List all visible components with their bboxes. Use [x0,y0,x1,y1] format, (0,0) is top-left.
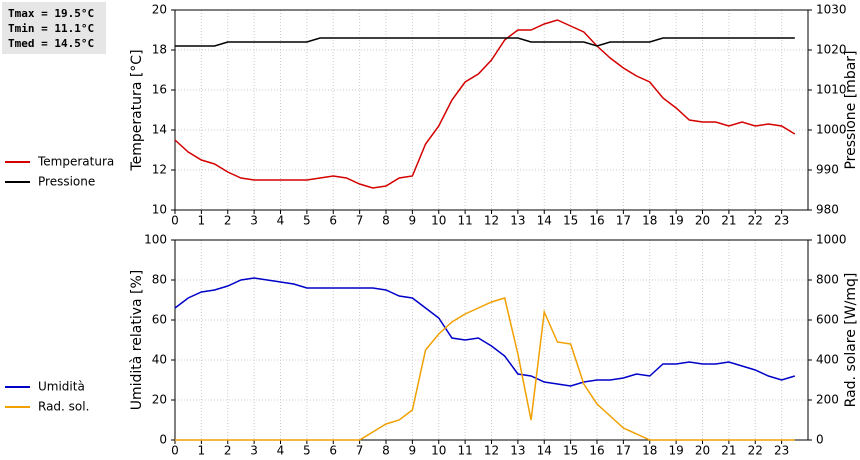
x-tick-label: 7 [356,214,364,228]
y-tick-label: 20 [152,393,167,407]
x-tick-label: 19 [668,214,683,228]
y-tick-label: 16 [152,83,167,97]
summary-box [2,2,106,54]
y2-tick-label: 980 [816,203,839,217]
x-tick-label: 16 [589,214,604,228]
y-axis-label: Temperatura [°C] [129,49,145,171]
x-tick-label: 8 [382,214,390,228]
x-tick-label: 1 [198,444,206,458]
y2-tick-label: 990 [816,163,839,177]
x-tick-label: 20 [695,214,710,228]
summary-line: Tmed = 14.5°C [8,37,94,50]
x-tick-label: 16 [589,444,604,458]
x-tick-label: 9 [409,214,417,228]
y-tick-label: 100 [144,233,167,247]
x-tick-label: 15 [563,444,578,458]
series-line [175,297,795,441]
y2-tick-label: 600 [816,313,839,327]
x-tick-label: 23 [774,214,789,228]
x-tick-label: 12 [484,214,499,228]
x-tick-label: 0 [171,444,179,458]
x-tick-label: 14 [537,444,552,458]
x-tick-label: 4 [277,214,285,228]
legend-label: Umidità [38,380,85,394]
series-line [175,37,795,47]
y2-axis-label: Rad. solare [W/mq] [843,273,859,408]
x-tick-label: 14 [537,214,552,228]
legend-label: Pressione [38,175,95,189]
y2-tick-label: 1010 [816,83,847,97]
y2-tick-label: 1000 [816,233,847,247]
series-line [174,19,796,189]
x-tick-label: 15 [563,214,578,228]
y-tick-label: 40 [152,353,167,367]
y2-tick-label: 200 [816,393,839,407]
x-tick-label: 18 [642,444,657,458]
y2-tick-label: 800 [816,273,839,287]
x-tick-label: 2 [224,444,232,458]
series-line [174,277,796,387]
x-tick-label: 5 [303,214,311,228]
x-tick-label: 4 [277,444,285,458]
legend-label: Rad. sol. [38,400,89,414]
x-tick-label: 23 [774,444,789,458]
y2-tick-label: 1000 [816,123,847,137]
x-tick-label: 0 [171,214,179,228]
y2-tick-label: 0 [816,433,824,447]
x-tick-label: 13 [510,444,525,458]
x-tick-label: 18 [642,214,657,228]
x-tick-label: 21 [721,444,736,458]
x-tick-label: 19 [668,444,683,458]
x-tick-label: 7 [356,444,364,458]
y-tick-label: 20 [152,3,167,17]
x-tick-label: 11 [457,214,472,228]
x-tick-label: 3 [250,444,258,458]
x-tick-label: 8 [382,444,390,458]
x-tick-label: 12 [484,444,499,458]
x-tick-label: 10 [431,444,446,458]
y2-tick-label: 400 [816,353,839,367]
y-tick-label: 0 [159,433,167,447]
x-tick-label: 13 [510,214,525,228]
y-tick-label: 14 [152,123,167,137]
x-tick-label: 10 [431,214,446,228]
summary-line: Tmax = 19.5°C [8,7,94,20]
x-tick-label: 20 [695,444,710,458]
x-tick-label: 2 [224,214,232,228]
x-tick-label: 1 [198,214,206,228]
x-tick-label: 6 [329,214,337,228]
x-tick-label: 3 [250,214,258,228]
x-tick-label: 21 [721,214,736,228]
y-axis-label: Umidità relativa [%] [129,270,145,411]
y2-axis-label: Pressione [mbar] [843,50,859,169]
x-tick-label: 5 [303,444,311,458]
y2-tick-label: 1020 [816,43,847,57]
y2-tick-label: 1030 [816,3,847,17]
y-tick-label: 10 [152,203,167,217]
x-tick-label: 9 [409,444,417,458]
y-tick-label: 80 [152,273,167,287]
x-tick-label: 6 [329,444,337,458]
x-tick-label: 22 [748,444,763,458]
x-tick-label: 17 [616,444,631,458]
y-tick-label: 60 [152,313,167,327]
plot-frame [174,239,809,441]
legend-label: Temperatura [37,155,114,169]
y-tick-label: 12 [152,163,167,177]
x-tick-label: 22 [748,214,763,228]
summary-line: Tmin = 11.1°C [8,22,94,35]
y-tick-label: 18 [152,43,167,57]
plot-frame [174,9,809,211]
x-tick-label: 17 [616,214,631,228]
x-tick-label: 11 [457,444,472,458]
